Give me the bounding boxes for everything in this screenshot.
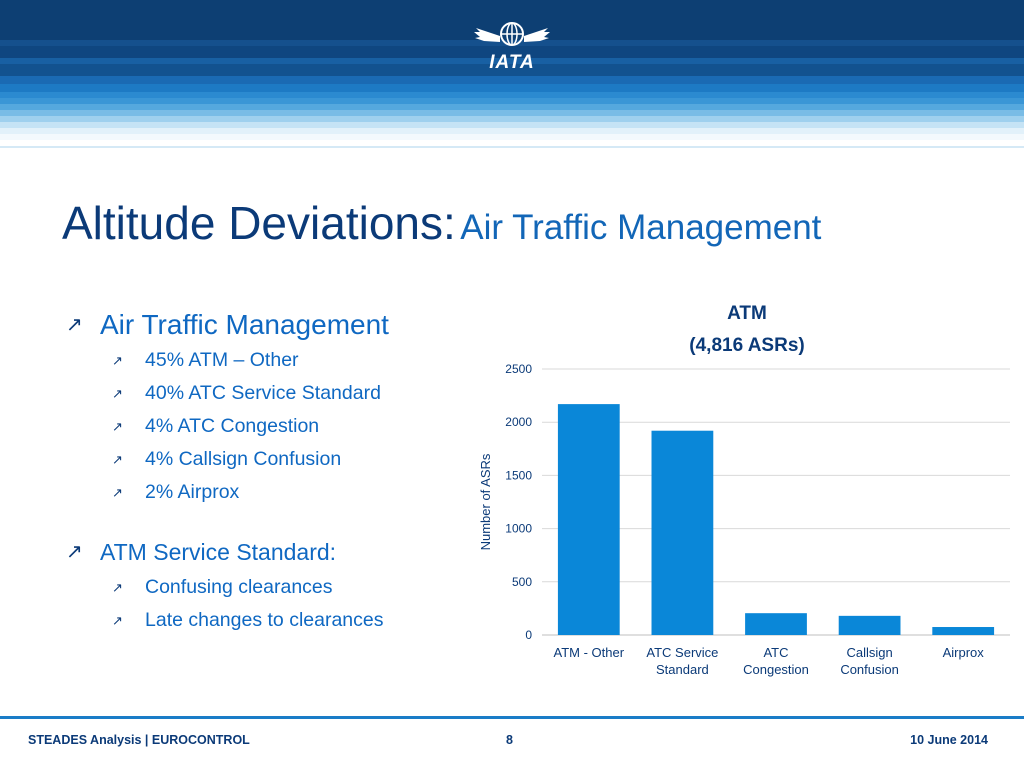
iata-logo: IATA	[470, 18, 554, 74]
title-main: Altitude Deviations:	[62, 197, 456, 249]
x-tick-label: Callsign	[846, 645, 892, 660]
y-axis-label: Number of ASRs	[478, 453, 493, 550]
arrow-up-right-icon: ↗	[112, 485, 123, 500]
y-tick-label: 0	[525, 628, 532, 642]
arrow-up-right-icon: ↗	[66, 541, 83, 563]
bar	[557, 404, 620, 635]
sub-bullet-text: 2% Airprox	[145, 481, 240, 503]
x-tick-label: ATC Service	[646, 645, 718, 660]
sub-bullet-text: Confusing clearances	[145, 576, 333, 598]
sub-bullet-text: Late changes to clearances	[145, 609, 384, 631]
footer-date: 10 June 2014	[910, 733, 988, 747]
x-tick-label: Airprox	[943, 645, 985, 660]
sub-bullet: ↗ 45% ATM – Other	[64, 344, 484, 377]
sub-bullet-text: 40% ATC Service Standard	[145, 382, 381, 404]
arrow-up-right-icon: ↗	[112, 386, 123, 401]
title-subtitle: Air Traffic Management	[460, 208, 822, 247]
y-tick-label: 2000	[505, 415, 532, 429]
footer-source: STEADES Analysis | EUROCONTROL	[28, 733, 250, 747]
arrow-up-right-icon: ↗	[112, 419, 123, 434]
atm-bar-chart: ATM (4,816 ASRs) Number of ASRs 0 500 1000…	[470, 295, 1015, 695]
bar	[932, 627, 995, 635]
bullet-heading: ↗ ATM Service Standard:	[64, 533, 484, 571]
sub-bullet: ↗ 40% ATC Service Standard	[64, 377, 484, 410]
chart-subtitle: (4,816 ASRs)	[689, 335, 804, 356]
arrow-up-right-icon: ↗	[112, 613, 123, 628]
y-tick-label: 1000	[505, 522, 532, 536]
arrow-up-right-icon: ↗	[112, 580, 123, 595]
bullet-heading: ↗ Air Traffic Management	[64, 306, 484, 344]
sub-bullet-text: 4% Callsign Confusion	[145, 448, 342, 470]
arrow-up-right-icon: ↗	[66, 314, 83, 336]
footer-divider	[0, 716, 1024, 719]
sub-bullet-text: 45% ATM – Other	[145, 349, 299, 371]
x-tick-label: ATC	[763, 645, 788, 660]
x-tick-label: Congestion	[743, 662, 809, 677]
sub-bullet: ↗ Confusing clearances	[64, 571, 484, 604]
chart-title: ATM	[727, 303, 767, 324]
sub-bullet: ↗ 4% ATC Congestion	[64, 410, 484, 443]
arrow-up-right-icon: ↗	[112, 452, 123, 467]
arrow-up-right-icon: ↗	[112, 353, 123, 368]
y-tick-label: 1500	[505, 468, 532, 482]
bar	[838, 615, 901, 635]
bullet-heading-text: Air Traffic Management	[100, 309, 389, 340]
sub-bullet: ↗ Late changes to clearances	[64, 604, 484, 637]
bullet-list: ↗ Air Traffic Management ↗ 45% ATM – Othe…	[64, 306, 484, 637]
x-tick-label: Confusion	[840, 662, 899, 677]
y-tick-label: 2500	[505, 362, 532, 376]
header-banner: IATA	[0, 0, 1024, 152]
chart-svg: ATM (4,816 ASRs) Number of ASRs 0 500 1000…	[478, 303, 1010, 677]
x-tick-label: Standard	[656, 662, 709, 677]
x-tick-label: ATM - Other	[554, 645, 625, 660]
globe-wings-icon	[474, 22, 550, 46]
y-tick-label: 500	[512, 575, 532, 589]
bar	[745, 613, 807, 635]
logo-text: IATA	[489, 52, 535, 73]
sub-bullet-text: 4% ATC Congestion	[145, 415, 320, 437]
bullet-heading-text: ATM Service Standard:	[100, 539, 337, 565]
sub-bullet: ↗ 4% Callsign Confusion	[64, 443, 484, 476]
bar	[651, 430, 714, 635]
sub-bullet: ↗ 2% Airprox	[64, 476, 484, 509]
page-title: Altitude Deviations: Air Traffic Managem…	[62, 196, 821, 250]
page-number: 8	[506, 733, 513, 747]
